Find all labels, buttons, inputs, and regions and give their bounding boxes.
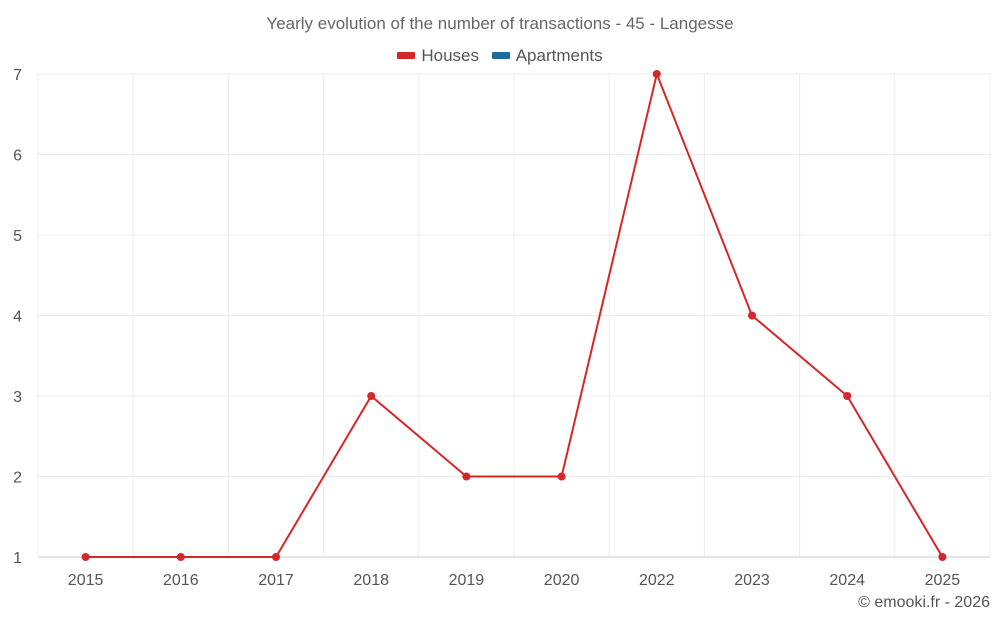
data-point-houses — [81, 553, 90, 561]
data-point-houses — [462, 472, 471, 481]
data-point-houses — [367, 392, 376, 400]
x-tick-label: 2024 — [829, 572, 865, 589]
x-tick-label: 2022 — [639, 572, 675, 589]
data-point-houses — [652, 70, 661, 78]
data-point-houses — [557, 472, 566, 481]
series-line-houses — [85, 73, 944, 558]
legend: Houses Apartments — [0, 44, 1000, 66]
y-tick-label: 5 — [13, 228, 22, 245]
legend-swatch-apartments — [491, 52, 510, 59]
y-tick-label: 6 — [13, 148, 22, 165]
x-tick-label: 2020 — [544, 572, 580, 589]
chart-title: Yearly evolution of the number of transa… — [266, 14, 734, 33]
legend-item-apartments[interactable]: Apartments — [491, 45, 603, 66]
data-point-houses — [938, 553, 947, 561]
x-tick-label: 2016 — [163, 572, 199, 589]
y-tick-label: 4 — [13, 309, 22, 326]
x-tick-label: 2017 — [258, 572, 294, 589]
x-tick-label: 2018 — [353, 572, 389, 589]
y-tick-label: 1 — [13, 550, 22, 567]
x-tick-label: 2023 — [734, 572, 770, 589]
data-point-houses — [748, 311, 756, 320]
data-point-houses — [272, 553, 280, 561]
y-tick-label: 2 — [13, 470, 22, 487]
x-tick-label: 2025 — [925, 572, 961, 589]
legend-label-houses: Houses — [421, 45, 479, 65]
data-point-houses — [843, 392, 852, 400]
x-tick-label: 2015 — [68, 572, 104, 589]
y-tick-label: 7 — [13, 67, 22, 84]
data-point-houses — [176, 553, 185, 561]
legend-item-houses[interactable]: Houses — [397, 46, 479, 66]
y-tick-label: 3 — [13, 389, 22, 406]
legend-label-apartments: Apartments — [515, 45, 603, 65]
credit-text: © emooki.fr - 2026 — [858, 594, 990, 611]
x-tick-label: 2019 — [449, 572, 485, 589]
legend-swatch-houses — [397, 52, 416, 59]
